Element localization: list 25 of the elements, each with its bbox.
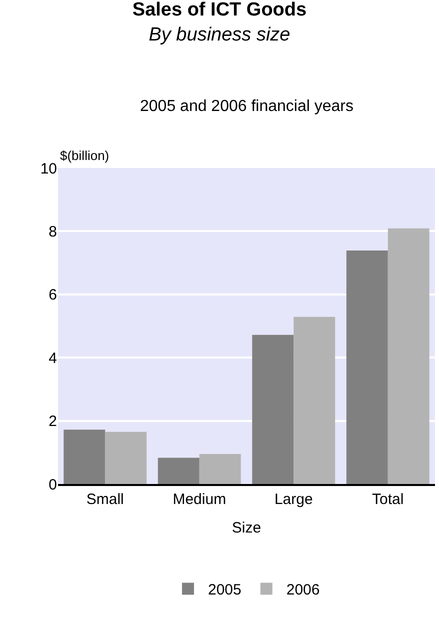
chart-subtitle: By business size xyxy=(148,24,290,46)
bar xyxy=(199,454,241,484)
y-tick-label: 6 xyxy=(48,286,57,304)
y-tick-label: 0 xyxy=(48,476,57,494)
bar xyxy=(294,316,336,484)
legend-label: 2005 xyxy=(208,582,242,599)
x-tick-label: Small xyxy=(86,491,124,508)
y-tick-label: 8 xyxy=(48,223,57,240)
bar xyxy=(346,250,388,484)
y-tick-label: 4 xyxy=(48,350,57,367)
x-tick-label: Total xyxy=(372,491,404,508)
bar xyxy=(64,430,106,484)
y-tick-label: 2 xyxy=(48,413,57,430)
x-axis-title: Size xyxy=(232,520,262,536)
x-tick-label: Large xyxy=(274,491,313,508)
chart-title: Sales of ICT Goods xyxy=(132,0,307,21)
x-tick-label: Medium xyxy=(172,491,226,508)
bar xyxy=(158,458,200,484)
bar xyxy=(388,228,430,484)
bar xyxy=(252,334,294,484)
y-tick-label: 10 xyxy=(40,160,57,178)
bar xyxy=(105,432,147,484)
legend-label: 2006 xyxy=(286,582,320,599)
text: 2005 and 2006 financial years xyxy=(140,98,354,115)
y-axis-title: $(billion) xyxy=(60,148,110,163)
